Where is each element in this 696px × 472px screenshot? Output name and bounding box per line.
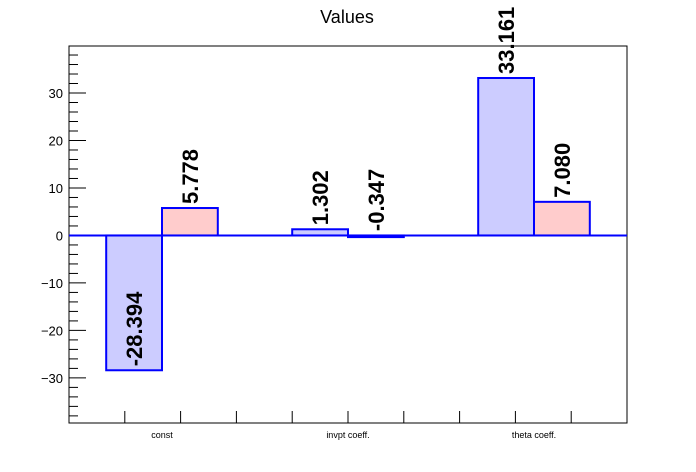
bar-series2 [533,200,591,237]
data-label: 1.302 [308,170,333,225]
data-label: 7.080 [550,143,575,198]
category-label: const [151,430,173,440]
y-tick-label: −20 [41,323,63,338]
data-label: 33.161 [494,7,519,74]
data-label: -0.347 [364,169,389,231]
data-label: -28.394 [122,291,147,366]
y-tick-label: 0 [56,228,63,243]
category-label: theta coeff. [512,430,556,440]
bar-series1 [477,76,536,237]
bar-series2 [161,207,219,237]
y-tick-label: 10 [49,181,63,196]
y-tick-label: 20 [49,133,63,148]
data-label: 5.778 [178,149,203,204]
bar-series1 [105,234,163,372]
chart-title: Values [320,7,374,27]
category-label: invpt coeff. [326,430,369,440]
y-tick-label: −30 [41,371,63,386]
y-tick-label: 30 [49,86,63,101]
y-tick-label: −10 [41,276,63,291]
